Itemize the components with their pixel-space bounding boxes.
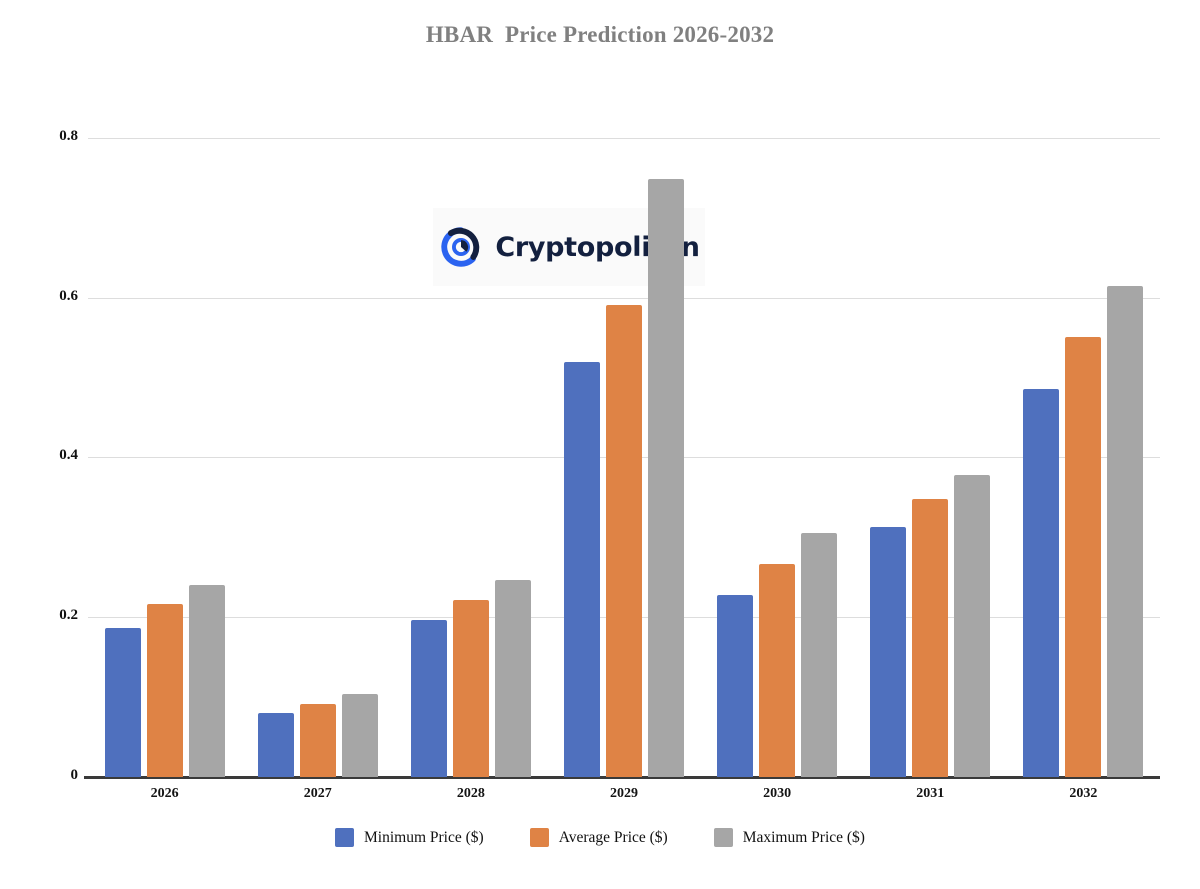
legend-label: Average Price ($) xyxy=(558,828,668,846)
gridline xyxy=(88,297,1160,299)
bar-group xyxy=(564,106,684,777)
legend-item[interactable]: Average Price ($) xyxy=(529,828,668,847)
bar[interactable] xyxy=(606,304,642,777)
bar[interactable] xyxy=(759,563,796,777)
bar[interactable] xyxy=(188,584,225,777)
x-axis-tick-label: 2028 xyxy=(456,786,485,801)
y-axis-tick-label: 0.4 xyxy=(59,447,78,464)
y-axis-tick-label: 0 xyxy=(70,767,79,783)
bar[interactable] xyxy=(494,579,531,777)
legend-item[interactable]: Maximum Price ($) xyxy=(713,828,865,847)
bar-group xyxy=(410,106,531,777)
chart-legend: Minimum Price ($) Average Price ($) Maximu… xyxy=(0,828,1200,847)
x-axis-tick-label: 2032 xyxy=(1069,786,1098,801)
bar-group xyxy=(870,106,991,777)
bar[interactable] xyxy=(801,533,838,777)
cryptopolitan-ring-logo-icon xyxy=(441,227,480,267)
legend-swatch xyxy=(335,828,355,847)
bar[interactable] xyxy=(717,594,754,777)
x-axis-tick-label: 2029 xyxy=(609,786,638,801)
legend-label: Minimum Price ($) xyxy=(364,828,484,846)
x-axis-tick-label: 2031 xyxy=(916,786,945,801)
bar[interactable] xyxy=(1065,336,1102,777)
bar[interactable] xyxy=(452,600,489,777)
bar-group xyxy=(104,106,225,777)
legend-swatch xyxy=(529,828,549,847)
y-axis-tick-label: 0.8 xyxy=(59,127,78,144)
bar[interactable] xyxy=(648,178,684,777)
x-axis-tick-label: 2026 xyxy=(150,786,179,801)
bar-group xyxy=(1023,106,1144,777)
bar[interactable] xyxy=(912,499,949,777)
x-axis-tick-label: 2030 xyxy=(763,786,792,801)
bar[interactable] xyxy=(564,361,600,777)
bar[interactable] xyxy=(146,604,183,777)
bar[interactable] xyxy=(257,713,294,777)
bar[interactable] xyxy=(1107,285,1144,777)
y-axis-tick-label: 0.2 xyxy=(59,607,78,624)
bar[interactable] xyxy=(1023,388,1060,777)
x-axis-line xyxy=(84,776,1160,779)
bar[interactable] xyxy=(870,526,907,777)
bar-group xyxy=(257,106,378,777)
bar-group xyxy=(717,106,838,777)
x-axis-tick-label: 2027 xyxy=(303,786,332,801)
gridline xyxy=(88,137,1160,139)
legend-item[interactable]: Minimum Price ($) xyxy=(335,828,484,847)
legend-swatch xyxy=(713,828,733,847)
bar[interactable] xyxy=(954,475,991,777)
chart-title: HBAR Price Prediction 2026-2032 xyxy=(425,22,775,47)
legend-label: Maximum Price ($) xyxy=(742,828,865,846)
bar[interactable] xyxy=(341,693,378,777)
bar[interactable] xyxy=(410,620,447,777)
y-axis-tick-label: 0.6 xyxy=(59,287,78,304)
bar[interactable] xyxy=(299,704,336,777)
bar[interactable] xyxy=(104,627,141,777)
